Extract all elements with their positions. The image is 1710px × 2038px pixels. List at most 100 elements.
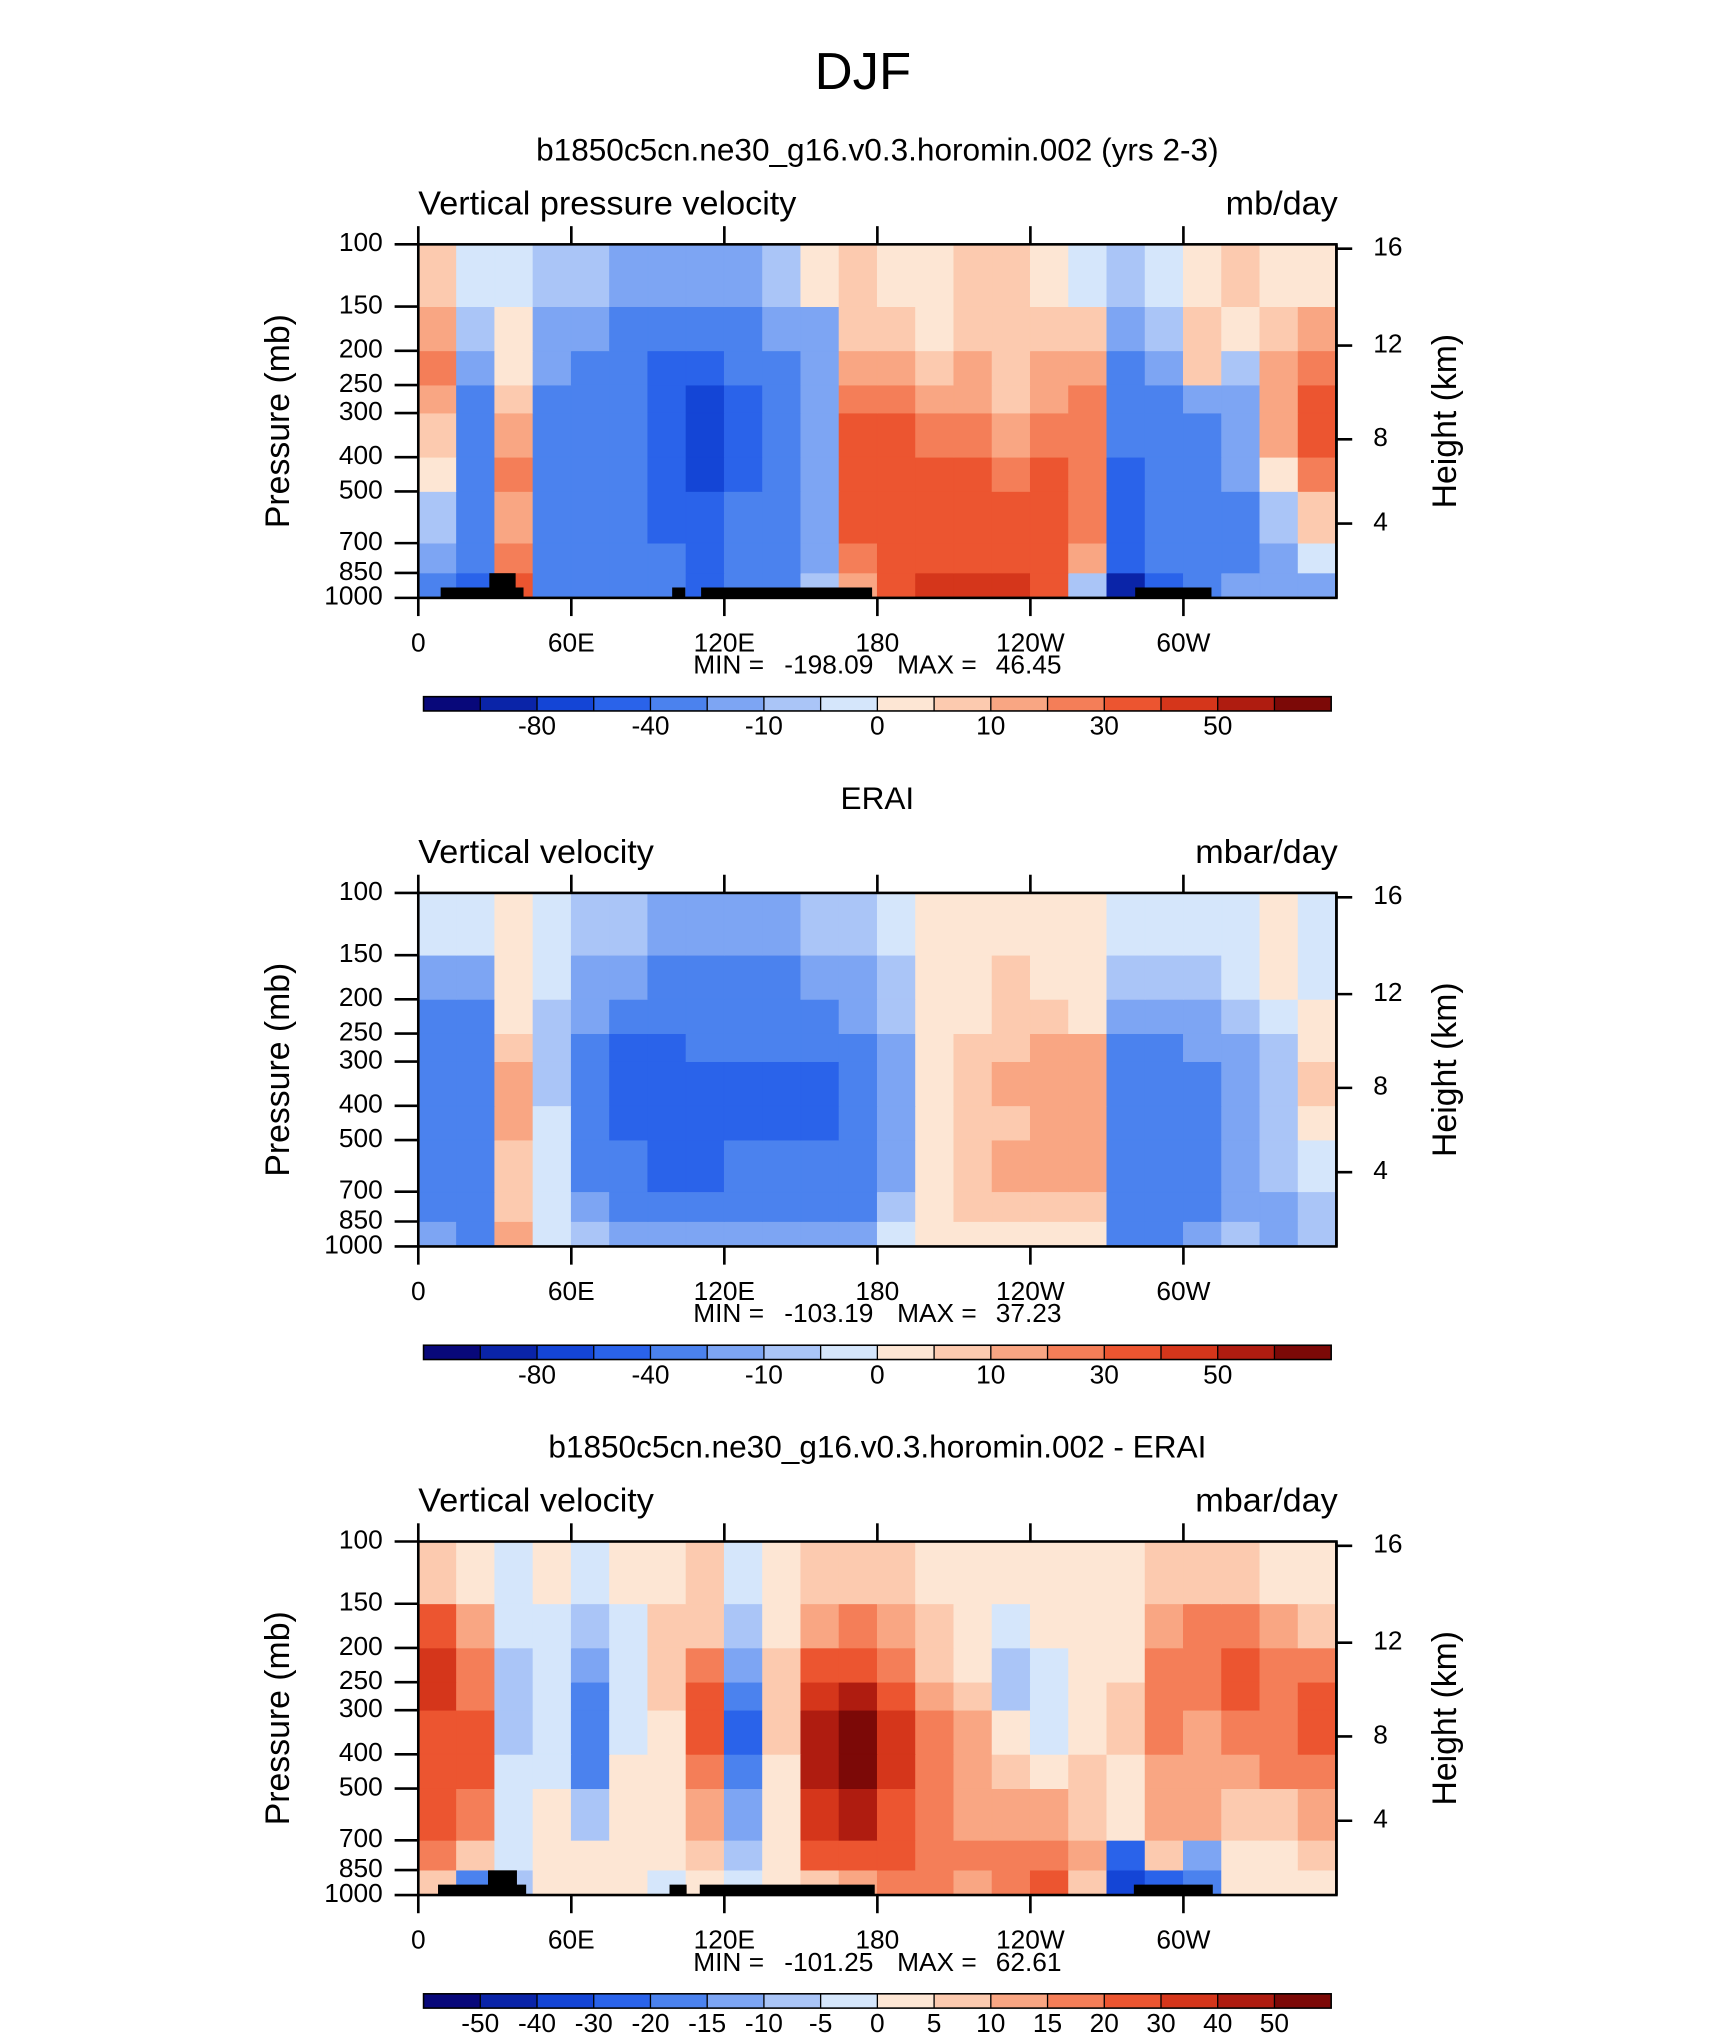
contour-cell xyxy=(991,1191,1031,1222)
contour-cell xyxy=(876,1753,917,1789)
contour-cell xyxy=(800,306,840,352)
min-value: -198.09 xyxy=(784,650,873,680)
contour-cell xyxy=(1297,542,1337,574)
contour-cell xyxy=(723,1033,763,1062)
contour-cell xyxy=(723,456,763,492)
contour-cell xyxy=(417,1139,457,1193)
contour-cell xyxy=(1221,412,1261,458)
y-tick-label: 700 xyxy=(339,1175,383,1205)
contour-cell xyxy=(1144,998,1184,1034)
y2-tick-label: 12 xyxy=(1373,329,1402,359)
contour-cell xyxy=(570,1033,610,1062)
contour-cell xyxy=(915,572,955,599)
contour-cell xyxy=(723,1139,763,1193)
contour-cell xyxy=(800,1061,840,1107)
land-mask xyxy=(1133,1884,1213,1896)
contour-cell xyxy=(456,1839,496,1871)
contour-cell xyxy=(609,306,649,352)
contour-cell xyxy=(1297,384,1337,414)
colorbar-label: -40 xyxy=(518,2008,556,2038)
contour-cell xyxy=(1183,1061,1223,1107)
y2-tick-label: 8 xyxy=(1373,1719,1388,1749)
y-tick-label: 300 xyxy=(339,1693,383,1723)
colorbar-box xyxy=(934,1345,991,1360)
y-axis-label: Pressure (mb) xyxy=(259,1611,297,1825)
contour-cell xyxy=(417,1788,457,1841)
y-tick-label: 500 xyxy=(339,474,383,504)
contour-cell xyxy=(685,1105,725,1141)
contour-cell xyxy=(685,350,725,386)
contour-cell xyxy=(609,542,649,574)
contour-cell xyxy=(838,1105,878,1141)
contour-cell xyxy=(800,1839,840,1871)
contour-cell xyxy=(915,1139,955,1193)
contour-cell xyxy=(991,412,1031,458)
x-tick-label: 120W xyxy=(996,628,1065,658)
y2-tick-label: 4 xyxy=(1373,507,1388,537)
colorbar-box xyxy=(593,1993,651,2009)
land-mask xyxy=(699,1884,875,1896)
contour-cell xyxy=(417,1603,457,1649)
contour-cell xyxy=(953,412,993,458)
panel-title: b1850c5cn.ne30_g16.v0.3.horomin.002 (yrs… xyxy=(536,132,1219,167)
contour-cell xyxy=(1029,1839,1070,1871)
contour-cell xyxy=(953,572,993,599)
contour-cell xyxy=(1029,542,1070,574)
contour-cell xyxy=(800,1033,840,1062)
contour-cell xyxy=(1259,491,1299,544)
contour-cell xyxy=(1029,350,1070,386)
contour-cell xyxy=(1106,1647,1146,1683)
contour-cell xyxy=(570,954,610,1000)
contour-cell xyxy=(532,306,572,352)
land-mask xyxy=(438,1884,527,1896)
contour-cell xyxy=(1144,1839,1184,1871)
contour-cell xyxy=(532,954,572,1000)
x-tick-label: 120W xyxy=(996,1276,1065,1306)
contour-cell xyxy=(456,306,496,352)
contour-cell xyxy=(570,1541,610,1605)
contour-cell xyxy=(647,1033,687,1062)
contour-cell xyxy=(417,542,457,574)
contour-cell xyxy=(953,1033,993,1062)
contour-cell xyxy=(800,892,840,956)
contour-cell xyxy=(532,1603,572,1649)
contour-cell xyxy=(723,1709,763,1755)
contour-cell xyxy=(762,1753,802,1789)
contour-cell xyxy=(1144,1709,1184,1755)
contour-cell xyxy=(570,456,610,492)
contour-cell xyxy=(456,1033,496,1062)
contour-cell xyxy=(915,1191,955,1222)
contour-cell xyxy=(1144,1105,1184,1141)
contour-cell xyxy=(532,542,572,574)
contour-cell xyxy=(800,384,840,414)
contour-cell xyxy=(417,892,457,956)
contour-cell xyxy=(532,572,572,599)
contour-cell xyxy=(838,1139,878,1193)
x-tick-label: 180 xyxy=(855,628,899,658)
max-label: MAX = xyxy=(897,1298,977,1328)
y-tick-label: 700 xyxy=(339,1823,383,1853)
contour-cell xyxy=(953,456,993,492)
land-mask xyxy=(488,1870,517,1896)
contour-cell xyxy=(1029,412,1070,458)
contour-cell xyxy=(417,412,457,458)
contour-cell xyxy=(494,1753,534,1789)
y-axis-label: Pressure (mb) xyxy=(259,314,297,528)
colorbar-box xyxy=(990,1345,1048,1360)
contour-cell xyxy=(838,1709,878,1755)
contour-cell xyxy=(456,1191,496,1222)
contour-cell xyxy=(1221,306,1261,352)
contour-cell xyxy=(762,1839,802,1871)
contour-cell xyxy=(417,998,457,1034)
contour-cell xyxy=(991,243,1031,307)
contour-cell xyxy=(532,1753,572,1789)
contour-cell xyxy=(647,1681,687,1711)
y-tick-label: 400 xyxy=(339,1089,383,1119)
contour-cell xyxy=(723,1603,763,1649)
contour-cell xyxy=(953,1709,993,1755)
contour-cell xyxy=(1221,1753,1261,1789)
contour-cell xyxy=(838,456,878,492)
contour-cell xyxy=(800,1753,840,1789)
contour-cell xyxy=(685,1033,725,1062)
colorbar-label: -20 xyxy=(631,2008,669,2038)
